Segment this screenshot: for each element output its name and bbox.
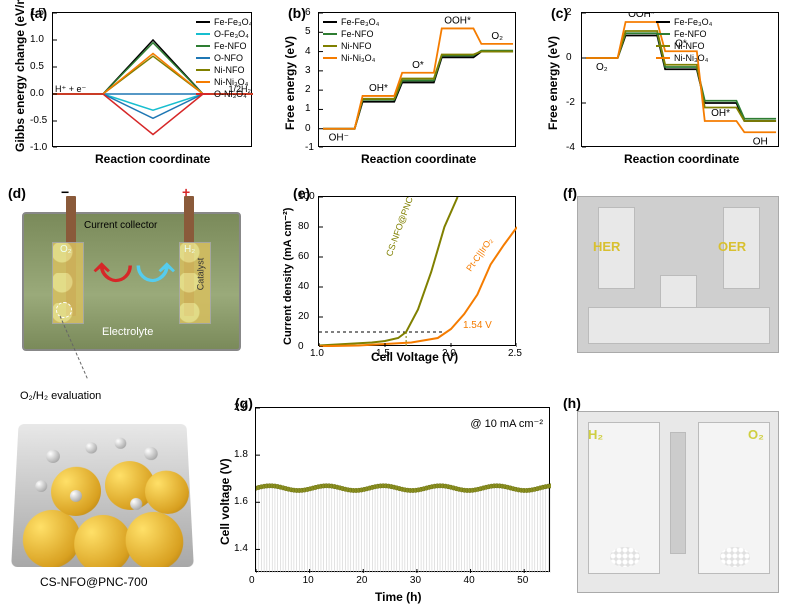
catalyst-text: Catalyst — [195, 258, 205, 291]
sphere-render — [11, 424, 194, 567]
svg-text:CS-NFO@PNC-700: CS-NFO@PNC-700 — [384, 197, 421, 258]
panel-d-label: (d) — [8, 185, 26, 201]
arrow-red: ⤻ — [94, 249, 132, 292]
panel-c: (c) Free energy (eV) O₂OOH*O*OH*OH React… — [526, 0, 791, 180]
panel-c-xlabel: Reaction coordinate — [624, 152, 739, 166]
o2-text: O₂ — [60, 244, 72, 255]
panel-c-ylabel: Free energy (eV) — [546, 36, 560, 130]
panel-d-zoom: O₂/H₂ evaluation CS-NFO@PNC-700 — [0, 390, 200, 610]
svg-text:O*: O* — [412, 60, 424, 71]
zoom-circle — [56, 302, 72, 318]
panel-g-chart: @ 10 mA cm⁻² — [255, 407, 550, 572]
svg-text:OH*: OH* — [711, 108, 730, 119]
her-label: HER — [593, 239, 620, 254]
photo-bubbles: H₂ O₂ — [577, 411, 779, 593]
panel-b-xlabel: Reaction coordinate — [361, 152, 476, 166]
svg-text:@ 10 mA cm⁻²: @ 10 mA cm⁻² — [470, 418, 543, 430]
arrow-cyan: ⤻ — [136, 249, 174, 292]
svg-text:OH⁻: OH⁻ — [329, 133, 349, 144]
panel-h: (h) H₂ O₂ — [563, 395, 778, 610]
panel-g-xlabel: Time (h) — [375, 590, 421, 604]
panel-e-chart: CS-NFO@PNC-700Pt-C||IrO₂1.66 V1.54 V — [318, 196, 516, 346]
svg-text:H⁺ + e⁻: H⁺ + e⁻ — [55, 84, 87, 94]
panel-h-label: (h) — [563, 395, 581, 411]
pos-sign: + — [182, 184, 190, 200]
electrolyte-text: Electrolyte — [102, 326, 153, 338]
panel-b-label: (b) — [288, 5, 306, 21]
panel-a: (a) Gibbs energy change (eV/molecule) H⁺… — [0, 0, 263, 180]
panel-f-label: (f) — [563, 185, 577, 201]
svg-text:O₂: O₂ — [596, 62, 608, 73]
h2-text: H₂ — [184, 244, 195, 255]
base-plate — [588, 307, 770, 344]
svg-text:OOH*: OOH* — [628, 13, 655, 20]
sample-label: CS-NFO@PNC-700 — [40, 575, 148, 589]
svg-text:OH: OH — [753, 136, 768, 147]
panel-e: (e) Current density (mA cm⁻²) CS-NFO@PNC… — [263, 180, 526, 375]
o2-bubbles — [720, 547, 750, 567]
panel-e-ylabel: Current density (mA cm⁻²) — [281, 208, 294, 345]
photo-electrolyzer: HER OER — [577, 196, 779, 353]
panel-b: (b) Free energy (eV) OH⁻ OH* O* OOH* O₂ Reac… — [263, 0, 526, 180]
svg-text:O₂: O₂ — [491, 31, 503, 42]
bridge — [670, 432, 686, 554]
panel-g: (g) Cell voltage (V) @ 10 mA cm⁻² Time (… — [200, 395, 560, 610]
oer-label: OER — [718, 239, 746, 254]
panel-d: (d) − + ⤻ ⤻ Electrolyte Current collecto… — [0, 180, 263, 425]
panel-a-ylabel: Gibbs energy change (eV/molecule) — [14, 0, 27, 152]
panel-g-ylabel: Cell voltage (V) — [218, 458, 232, 545]
svg-text:OOH*: OOH* — [444, 15, 471, 26]
electrolyzer-schematic: − + ⤻ ⤻ Electrolyte Current collector Ca… — [22, 212, 241, 351]
o2-label: O₂ — [748, 427, 764, 442]
svg-text:1.54 V: 1.54 V — [463, 320, 492, 331]
figure-root: (a) Gibbs energy change (eV/molecule) H⁺… — [0, 0, 791, 615]
neg-sign: − — [61, 184, 69, 200]
h2-bubbles — [610, 547, 640, 567]
svg-text:OH*: OH* — [369, 83, 388, 94]
curr-collector-text: Current collector — [84, 220, 157, 231]
h2-label: H₂ — [588, 427, 603, 442]
evaluation-text: O₂/H₂ evaluation — [20, 390, 101, 402]
panel-f: (f) HER OER — [563, 180, 778, 375]
panel-a-xlabel: Reaction coordinate — [95, 152, 210, 166]
panel-b-ylabel: Free energy (eV) — [283, 36, 297, 130]
